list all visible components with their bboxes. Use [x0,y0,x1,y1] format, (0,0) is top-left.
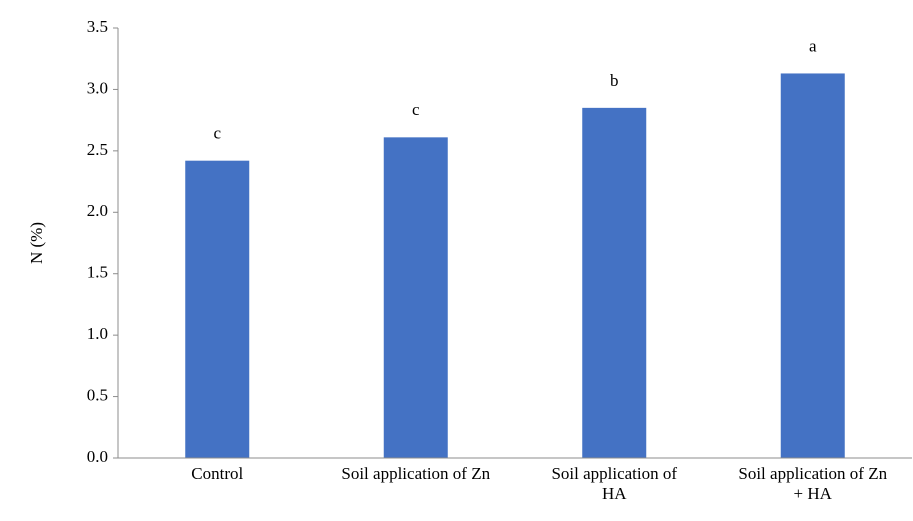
x-tick-label: Control [191,464,244,483]
bar [780,73,845,458]
y-tick-label: 3.0 [87,78,108,97]
y-tick-label: 2.0 [87,201,108,220]
x-tick-label: Soil application of Zn [341,464,491,483]
y-tick-label: 0.5 [87,385,108,404]
significance-letter: b [610,71,619,90]
significance-letter: a [809,36,817,55]
x-tick-label: Soil application of HA [551,464,678,503]
y-tick-label: 1.0 [87,324,108,343]
bar [185,160,250,458]
bar [582,107,647,458]
x-tick-label: Soil application of Zn + HA [738,464,888,503]
y-tick-label: 3.5 [87,17,108,36]
y-axis-title: N (%) [27,222,46,264]
significance-letter: c [412,100,420,119]
bar [383,137,448,459]
y-tick-label: 2.5 [87,140,108,159]
y-tick-label: 1.5 [87,263,108,282]
significance-letter: c [213,124,221,143]
y-tick-label: 0.0 [87,447,108,466]
